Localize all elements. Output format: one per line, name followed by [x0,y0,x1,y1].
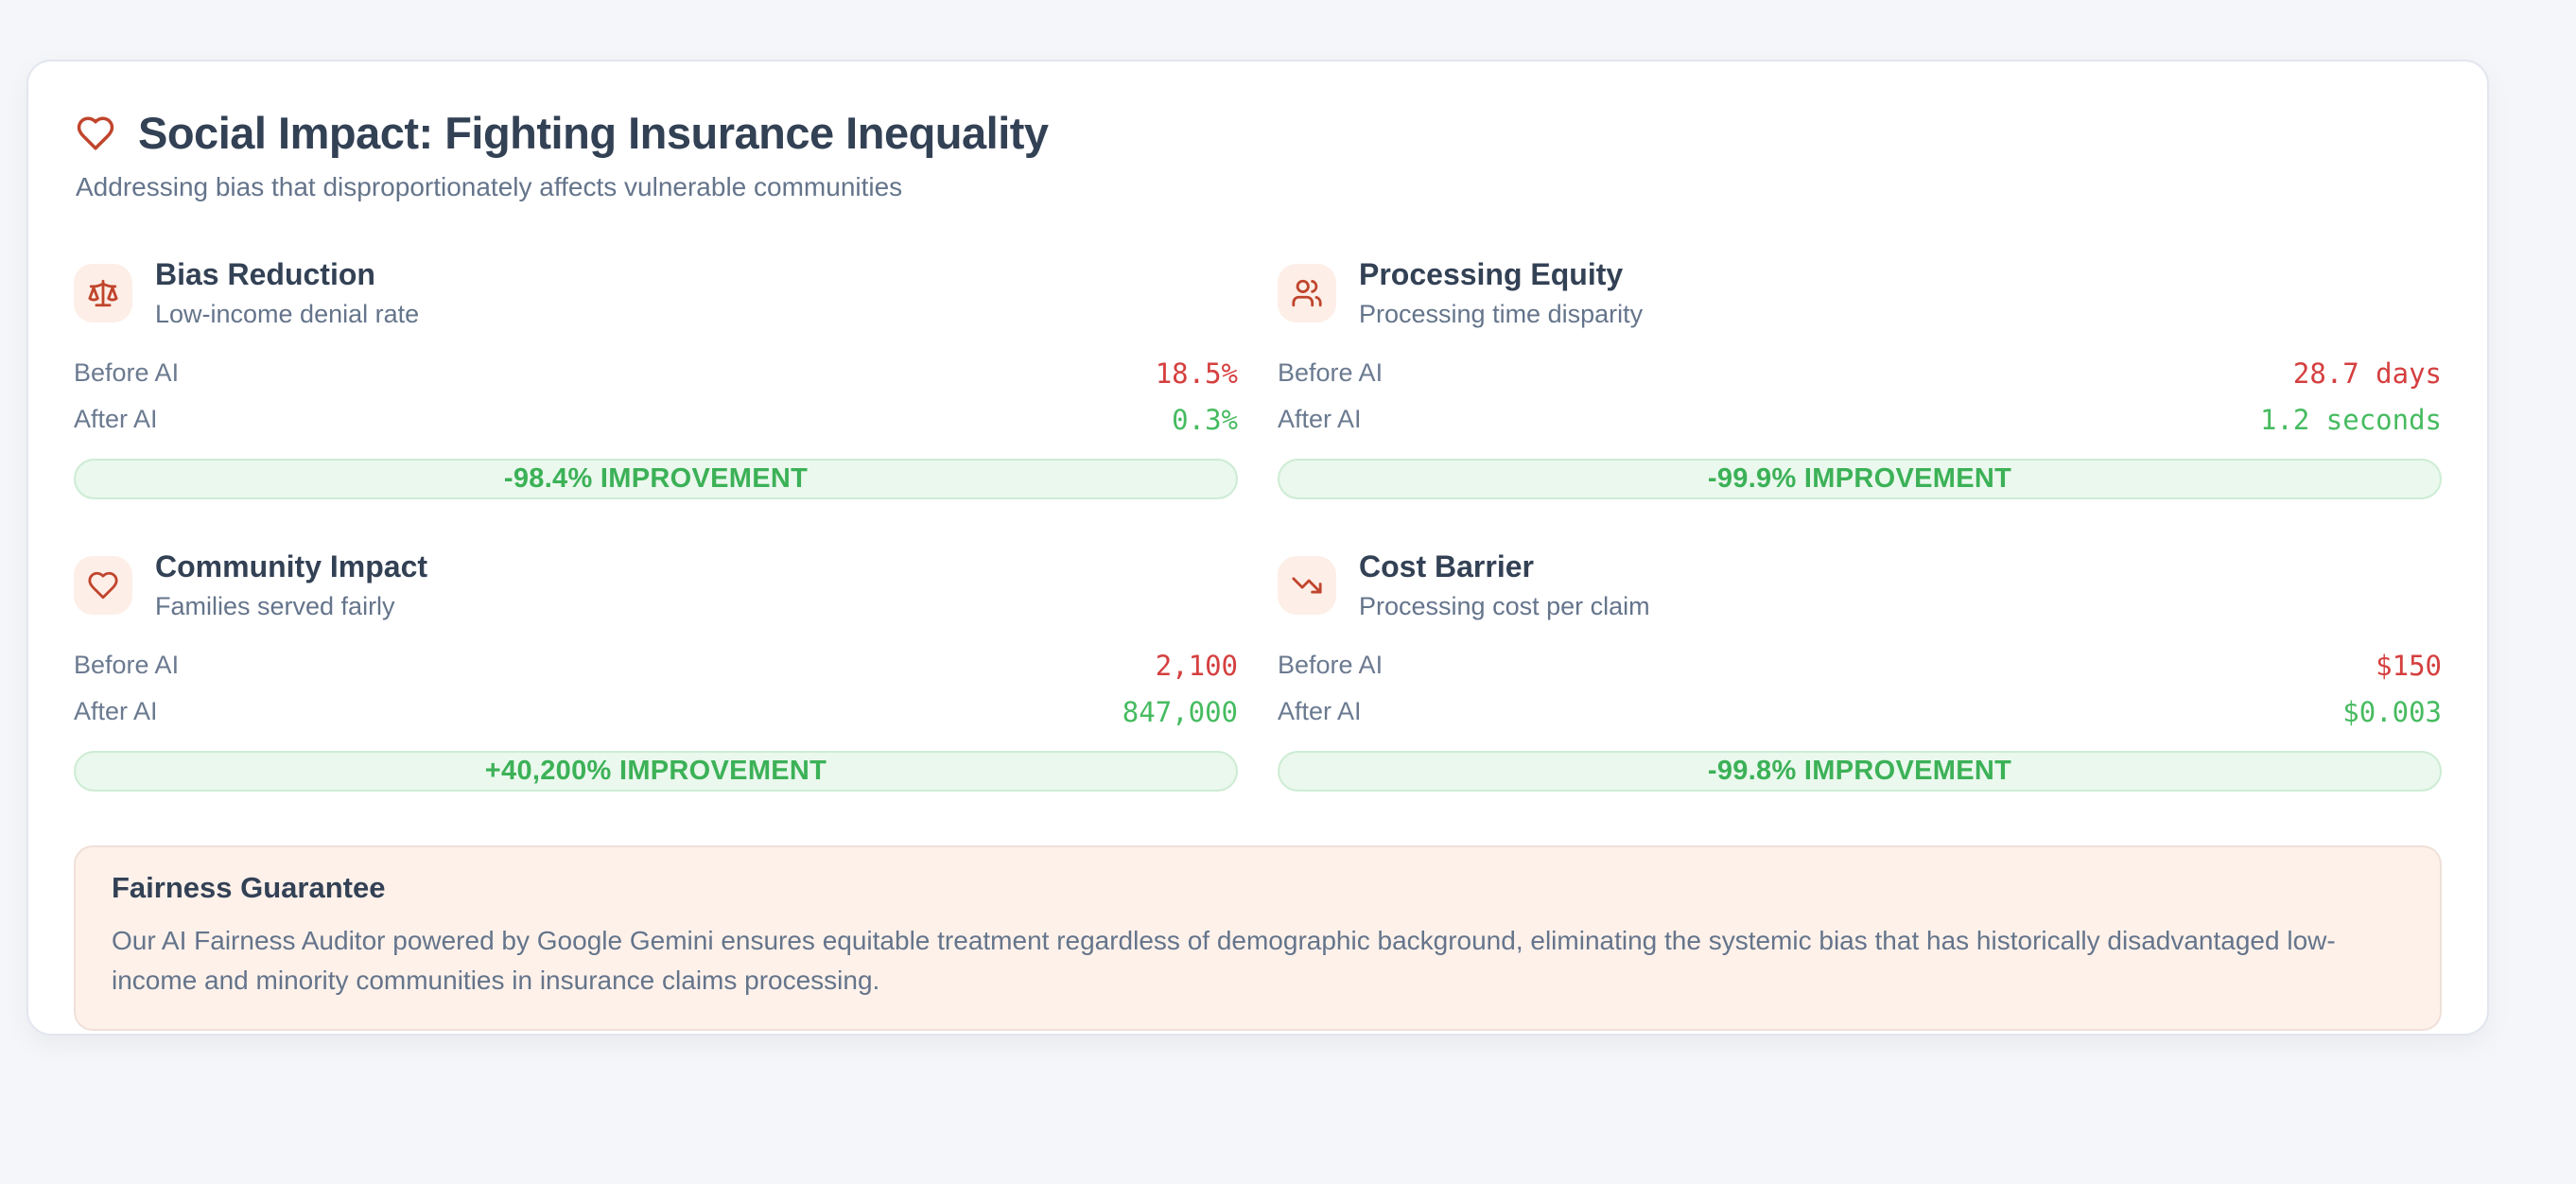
before-ai-label: Before AI [74,358,180,387]
after-ai-value: 0.3% [1172,403,1238,436]
before-ai-row: Before AI 2,100 [74,642,1238,688]
users-icon [1278,264,1336,322]
fairness-guarantee-title: Fairness Guarantee [112,871,386,904]
after-ai-value: $0.003 [2342,695,2442,728]
metric-header: Community Impact Families served fairly [74,549,1238,621]
after-ai-label: After AI [74,697,158,725]
metric-card-cost-barrier: Cost Barrier Processing cost per claim B… [1278,549,2442,792]
after-ai-row: After AI 0.3% [74,396,1238,443]
page-title: Social Impact: Fighting Insurance Inequa… [138,108,1049,158]
trending-down-icon [1278,556,1336,615]
fairness-guarantee-panel: Fairness Guarantee Our AI Fairness Audit… [74,845,2442,1031]
heart-icon [74,113,117,153]
metric-header: Cost Barrier Processing cost per claim [1278,549,2442,621]
improvement-badge: -98.4% IMPROVEMENT [74,459,1238,499]
before-ai-label: Before AI [74,651,180,679]
before-ai-label: Before AI [1278,358,1384,387]
improvement-badge: -99.9% IMPROVEMENT [1278,459,2442,499]
scales-icon [74,264,132,322]
metric-subtitle: Processing time disparity [1359,300,1644,328]
metric-header: Processing Equity Processing time dispar… [1278,257,2442,329]
before-ai-value: 28.7 days [2292,357,2442,390]
before-ai-value: 2,100 [1155,649,1238,682]
metric-rows: Before AI 28.7 days After AI 1.2 seconds [1278,350,2442,443]
after-ai-label: After AI [1278,405,1362,433]
page-subtitle: Addressing bias that disproportionately … [76,172,903,201]
metric-title: Bias Reduction [155,257,375,291]
metric-subtitle: Low-income denial rate [155,300,420,328]
after-ai-value: 1.2 seconds [2259,403,2442,436]
before-ai-row: Before AI $150 [1278,642,2442,688]
metrics-grid: Bias Reduction Low-income denial rate Be… [74,257,2442,792]
metric-rows: Before AI 2,100 After AI 847,000 [74,642,1238,735]
after-ai-label: After AI [74,405,158,433]
metric-rows: Before AI $150 After AI $0.003 [1278,642,2442,735]
metric-title: Community Impact [155,549,428,583]
improvement-badge: -99.8% IMPROVEMENT [1278,751,2442,792]
metric-rows: Before AI 18.5% After AI 0.3% [74,350,1238,443]
after-ai-row: After AI $0.003 [1278,688,2442,735]
metric-subtitle: Families served fairly [155,592,395,620]
after-ai-label: After AI [1278,697,1362,725]
social-impact-card: Social Impact: Fighting Insurance Inequa… [26,60,2489,1036]
before-ai-value: 18.5% [1155,357,1238,390]
metric-subtitle: Processing cost per claim [1359,592,1650,620]
heart-icon [74,556,132,615]
before-ai-value: $150 [2376,649,2442,682]
metric-card-community-impact: Community Impact Families served fairly … [74,549,1238,792]
metric-title: Processing Equity [1359,257,1624,291]
metric-card-processing-equity: Processing Equity Processing time dispar… [1278,257,2442,499]
card-header: Social Impact: Fighting Insurance Inequa… [74,107,2442,159]
metric-header: Bias Reduction Low-income denial rate [74,257,1238,329]
metric-card-bias-reduction: Bias Reduction Low-income denial rate Be… [74,257,1238,499]
before-ai-label: Before AI [1278,651,1384,679]
after-ai-row: After AI 847,000 [74,688,1238,735]
after-ai-row: After AI 1.2 seconds [1278,396,2442,443]
before-ai-row: Before AI 28.7 days [1278,350,2442,396]
fairness-guarantee-body: Our AI Fairness Auditor powered by Googl… [112,926,2336,995]
before-ai-row: Before AI 18.5% [74,350,1238,396]
improvement-badge: +40,200% IMPROVEMENT [74,751,1238,792]
after-ai-value: 847,000 [1122,695,1238,728]
metric-title: Cost Barrier [1359,549,1534,583]
